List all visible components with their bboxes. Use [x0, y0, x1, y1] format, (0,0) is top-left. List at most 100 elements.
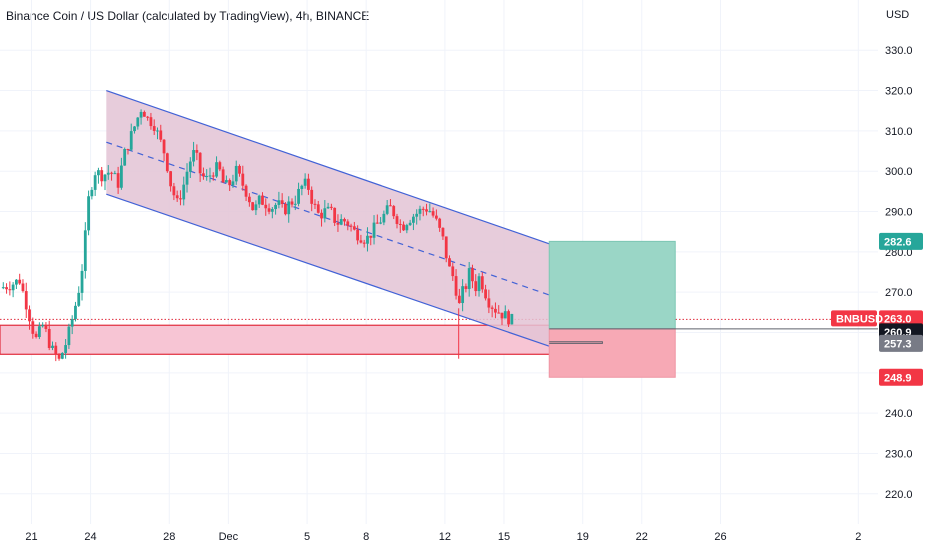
candle-body	[434, 215, 438, 219]
time-axis[interactable]: 21 24 28 Dec 5 8 12 15 19 22 26 2	[25, 531, 861, 543]
y-tick-label: 240.0	[885, 408, 913, 420]
candle-body	[31, 321, 35, 334]
candle-body	[484, 289, 487, 299]
candle-body	[297, 188, 300, 204]
candle-body	[300, 185, 304, 189]
price-axis[interactable]: 220.0230.0240.0250.0260.0270.0280.0290.0…	[885, 45, 913, 501]
candles	[1, 109, 514, 362]
candle-body	[372, 222, 376, 238]
x-tick-label: 28	[163, 531, 175, 543]
candle-body	[188, 161, 192, 172]
candle-body	[90, 189, 94, 197]
candle-body	[464, 286, 468, 289]
candle-body	[123, 149, 127, 166]
candle-body	[382, 213, 386, 223]
x-tick-label: 19	[577, 531, 589, 543]
y-tick-label: 330.0	[885, 45, 913, 57]
candle-body	[316, 204, 320, 213]
candle-body	[375, 222, 379, 224]
candle-body	[385, 205, 389, 214]
candle-body	[57, 354, 61, 359]
price-tag-value: 248.9	[884, 372, 912, 384]
price-tag-bg	[879, 232, 923, 250]
candle-body	[510, 313, 514, 325]
candle-body	[428, 211, 432, 213]
candle-body	[67, 326, 71, 346]
candle-body	[47, 328, 51, 349]
price-tag-value: 257.3	[884, 338, 912, 350]
candle-body	[254, 204, 258, 211]
candle-body	[8, 289, 12, 291]
x-tick-label: 24	[84, 531, 96, 543]
candle-body	[425, 209, 428, 212]
candle-body	[323, 208, 327, 219]
candle-body	[418, 208, 422, 214]
chart-title: Binance Coin / US Dollar (calculated by …	[6, 9, 370, 23]
candle-body	[392, 206, 396, 217]
candle-body	[431, 211, 435, 216]
candle-body	[444, 236, 448, 259]
y-tick-label: 280.0	[885, 247, 913, 259]
candle-body	[77, 292, 81, 306]
candle-body	[106, 172, 110, 175]
candle-body	[5, 287, 8, 290]
candle-body	[218, 162, 222, 170]
candle-body	[457, 295, 461, 304]
x-tick-label: 8	[363, 531, 369, 543]
candle-body	[162, 139, 166, 154]
candle-body	[133, 126, 136, 132]
descending-channel[interactable]	[106, 89, 550, 347]
candle-body	[211, 175, 215, 177]
price-tag-value: 263.0	[884, 313, 912, 325]
candle-body	[339, 219, 343, 225]
x-tick-label: 2	[855, 531, 861, 543]
price-tag-bg	[879, 334, 923, 352]
candle-body	[172, 186, 176, 196]
candle-body	[152, 126, 156, 131]
candle-body	[310, 189, 314, 204]
candle-body	[113, 173, 117, 175]
x-tick-label: 21	[25, 531, 37, 543]
candle-body	[18, 279, 22, 284]
candle-body	[208, 175, 212, 177]
candle-body	[497, 312, 501, 314]
candle-body	[287, 201, 291, 215]
candle-body	[257, 195, 261, 205]
candle-body	[329, 206, 333, 208]
candle-body	[238, 165, 241, 174]
candle-body	[405, 225, 409, 231]
candle-body	[15, 279, 18, 285]
candle-body	[389, 205, 392, 207]
candle-body	[198, 152, 202, 174]
candle-body	[156, 130, 159, 132]
candle-body	[274, 204, 278, 210]
candle-body	[64, 345, 68, 353]
candle-body	[448, 258, 451, 267]
candle-body	[307, 178, 310, 190]
candle-body	[359, 240, 363, 243]
candle-body	[270, 209, 274, 212]
candle-body	[303, 178, 307, 186]
y-tick-label: 290.0	[885, 207, 913, 219]
candle-body	[215, 162, 218, 177]
y-tick-label: 220.0	[885, 489, 913, 501]
long-position-tool[interactable]	[548, 240, 878, 378]
x-tick-label: Dec	[219, 531, 239, 543]
candle-body	[74, 305, 77, 320]
x-tick-label: 15	[498, 531, 510, 543]
candle-body	[402, 224, 405, 231]
candle-body	[333, 207, 337, 223]
candle-body	[231, 181, 235, 186]
candle-body	[165, 153, 169, 172]
candle-body	[277, 200, 281, 205]
candle-body	[80, 270, 84, 293]
candle-body	[205, 176, 209, 178]
candle-body	[24, 291, 28, 310]
candle-body	[51, 345, 54, 349]
candle-body	[44, 325, 48, 329]
candle-body	[352, 226, 356, 230]
candle-body	[408, 222, 412, 226]
candle-body	[221, 169, 225, 183]
